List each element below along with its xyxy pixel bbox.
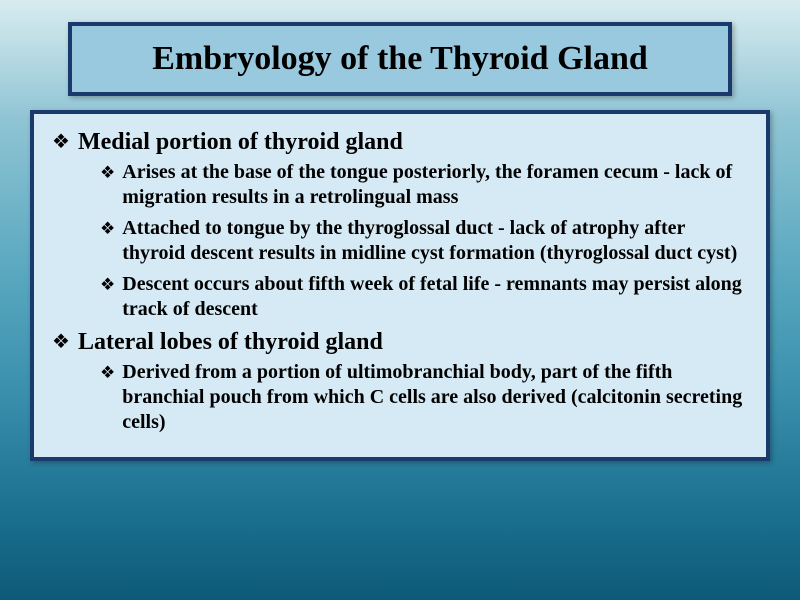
diamond-bullet-icon: ❖ <box>52 128 70 156</box>
slide-title: Embryology of the Thyroid Gland <box>90 40 710 78</box>
diamond-bullet-icon: ❖ <box>100 272 115 297</box>
list-item: ❖ Attached to tongue by the thyroglossal… <box>100 216 746 266</box>
list-item: ❖ Medial portion of thyroid gland <box>52 128 746 156</box>
list-item-text: Derived from a portion of ultimobranchia… <box>122 360 746 435</box>
title-container: Embryology of the Thyroid Gland <box>68 22 732 96</box>
list-item: ❖ Descent occurs about fifth week of fet… <box>100 272 746 322</box>
list-item: ❖ Lateral lobes of thyroid gland <box>52 328 746 356</box>
diamond-bullet-icon: ❖ <box>100 216 115 241</box>
content-container: ❖ Medial portion of thyroid gland ❖ Aris… <box>30 110 770 461</box>
diamond-bullet-icon: ❖ <box>52 328 70 356</box>
diamond-bullet-icon: ❖ <box>100 160 115 185</box>
diamond-bullet-icon: ❖ <box>100 360 115 385</box>
list-item: ❖ Arises at the base of the tongue poste… <box>100 160 746 210</box>
list-item-text: Attached to tongue by the thyroglossal d… <box>122 216 746 266</box>
list-item-text: Descent occurs about fifth week of fetal… <box>122 272 746 322</box>
list-item-text: Arises at the base of the tongue posteri… <box>122 160 746 210</box>
list-item-text: Medial portion of thyroid gland <box>78 128 403 156</box>
list-item: ❖ Derived from a portion of ultimobranch… <box>100 360 746 435</box>
list-item-text: Lateral lobes of thyroid gland <box>78 328 383 356</box>
